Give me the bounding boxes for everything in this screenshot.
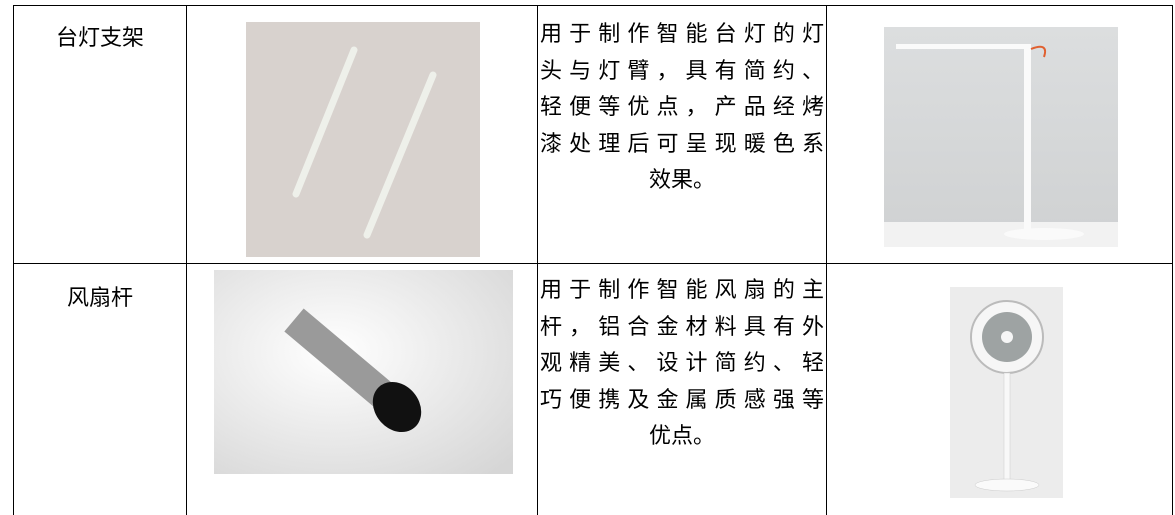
description-line: 效果。 — [648, 167, 715, 192]
description-line: 巧便携及金属质感强等 — [540, 386, 824, 412]
rod-image — [246, 22, 480, 257]
product-description: 用于制作智能风扇的主 杆，铝合金材料具有外 观精美、设计简约、轻 巧便携及金属质感强等… — [540, 272, 824, 455]
border — [826, 5, 827, 515]
fan-image — [950, 287, 1063, 498]
description-line: 杆，铝合金材料具有外 — [540, 313, 824, 339]
border — [13, 5, 1173, 6]
description-line: 观精美、设计简约、轻 — [540, 350, 824, 375]
description-line: 头与灯臂，具有简约、 — [540, 57, 824, 83]
border — [186, 5, 187, 515]
description-line: 优点。 — [648, 423, 715, 448]
description-line: 漆处理后可呈现暖色系 — [540, 130, 824, 156]
border — [13, 5, 14, 515]
description-line: 用于制作智能台灯的灯 — [540, 21, 824, 46]
description-line: 轻便等优点，产品经烤 — [540, 94, 824, 119]
product-name: 台灯支架 — [55, 25, 144, 50]
border — [537, 5, 538, 515]
description-line: 用于制作智能风扇的主 — [540, 277, 824, 302]
lamp-image — [884, 27, 1118, 247]
border — [1172, 5, 1173, 515]
product-name: 风扇杆 — [66, 285, 133, 310]
product-description: 用于制作智能台灯的灯 头与灯臂，具有简约、 轻便等优点，产品经烤 漆处理后可呈现暖色系… — [540, 16, 824, 199]
border — [13, 263, 1173, 264]
pole-image — [214, 270, 513, 474]
